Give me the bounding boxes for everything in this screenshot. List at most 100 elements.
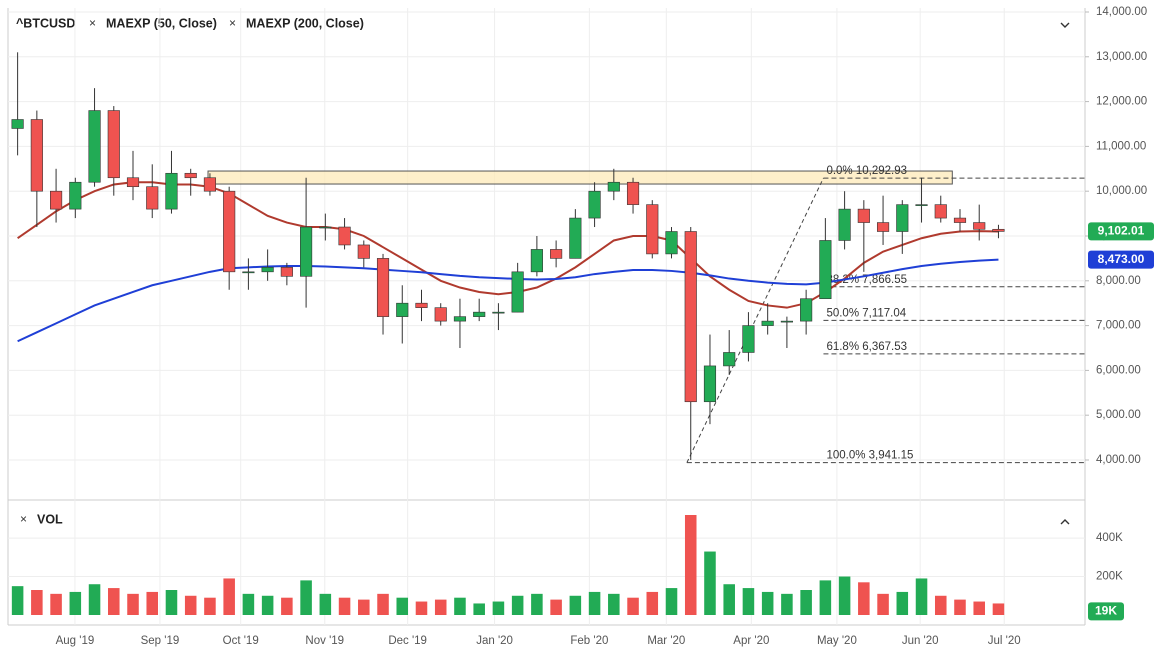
- candle-body: [280, 267, 293, 277]
- candle-body: [203, 177, 217, 192]
- volume-bar: [588, 591, 601, 615]
- y-tick-label: 13,000.00: [1096, 51, 1147, 63]
- volume-bar: [723, 584, 735, 615]
- price-label-bg: [1088, 250, 1154, 269]
- volume-bar: [281, 597, 293, 615]
- candle-body: [934, 204, 947, 219]
- x-tick-label: Oct '19: [223, 635, 259, 647]
- candle-body: [126, 177, 140, 188]
- candle-body: [800, 298, 813, 322]
- volume-bar: [242, 593, 255, 615]
- volume-bar: [396, 597, 409, 615]
- volume-bar: [50, 593, 62, 615]
- volume-bar: [127, 593, 139, 615]
- volume-title: VOL: [37, 512, 63, 526]
- candle-body: [646, 204, 659, 255]
- candle-body: [184, 172, 197, 179]
- volume-bar: [646, 591, 659, 615]
- volume-bar: [858, 582, 870, 615]
- volume-bar: [627, 597, 639, 615]
- candle-body: [338, 226, 351, 246]
- volume-bar: [184, 595, 197, 615]
- ma-line: [17, 258, 999, 343]
- remove-icon[interactable]: ×: [20, 512, 27, 526]
- y-tick-label: 400K: [1096, 532, 1123, 544]
- price-label: 8,473.00: [1098, 252, 1145, 266]
- volume-label-bg: [1088, 602, 1124, 621]
- candle-body: [588, 190, 601, 219]
- candle-body: [223, 190, 236, 273]
- x-tick-label: Jun '20: [902, 635, 939, 647]
- candle-body: [896, 204, 909, 232]
- fib-label: 0.0% 10,292.93: [826, 165, 907, 177]
- candle-body: [396, 302, 409, 317]
- x-tick-label: Feb '20: [570, 635, 608, 647]
- candle-body: [300, 226, 313, 277]
- candle-body: [50, 190, 63, 210]
- candle-body: [838, 208, 851, 241]
- candle-body: [11, 119, 24, 129]
- volume-bar: [204, 597, 216, 615]
- candle-body: [376, 258, 390, 317]
- volume-bar: [69, 591, 82, 615]
- volume-bar: [146, 591, 159, 615]
- fib-label: 50.0% 7,117.04: [826, 307, 906, 319]
- candle-body: [915, 204, 928, 206]
- candle-body: [511, 271, 524, 313]
- candle-body: [88, 110, 101, 183]
- candle-body: [146, 186, 159, 210]
- candle-body: [434, 307, 447, 322]
- volume-bar: [838, 576, 851, 615]
- y-tick-label: 14,000.00: [1096, 6, 1147, 18]
- collapse-button[interactable]: [1060, 519, 1070, 525]
- volume-bar: [781, 593, 793, 615]
- candle-body: [761, 320, 774, 326]
- remove-icon[interactable]: ×: [229, 16, 236, 30]
- candle-body: [973, 222, 986, 230]
- volume-bar: [88, 584, 101, 615]
- symbol: ^BTCUSD: [16, 16, 75, 30]
- volume-bar: [973, 601, 985, 615]
- volume-bar: [761, 591, 774, 615]
- volume-bar: [742, 588, 755, 615]
- collapse-button[interactable]: [1060, 22, 1070, 28]
- volume-bar: [954, 599, 966, 615]
- volume-bar: [800, 590, 812, 615]
- y-tick-label: 5,000.00: [1096, 409, 1141, 421]
- legend-entry: MAEXP (200, Close): [246, 16, 364, 30]
- candle-body: [165, 172, 178, 210]
- volume-bar: [377, 593, 389, 615]
- candle-body: [626, 181, 640, 205]
- y-tick-label: 7,000.00: [1096, 320, 1141, 332]
- volume-bar: [319, 593, 332, 615]
- volume-bar: [934, 595, 947, 615]
- volume-bar: [511, 595, 524, 615]
- volume-bar: [358, 599, 370, 615]
- remove-icon[interactable]: ×: [89, 16, 96, 30]
- fib-label: 100.0% 3,941.15: [826, 450, 913, 462]
- candle-body: [69, 181, 82, 210]
- candle-body: [473, 311, 486, 317]
- candle-body: [684, 231, 697, 403]
- volume-bar: [550, 599, 562, 615]
- y-tick-label: 11,000.00: [1096, 140, 1146, 152]
- volume-bar: [896, 591, 909, 615]
- candle-body: [569, 217, 582, 259]
- volume-bar: [492, 601, 505, 615]
- candle-body: [261, 267, 274, 273]
- price-label: 9,102.01: [1098, 224, 1145, 238]
- candle-body: [723, 352, 736, 367]
- x-tick-label: Sep '19: [141, 635, 180, 647]
- candle-body: [453, 316, 467, 322]
- volume-bar: [434, 599, 447, 615]
- candle-body: [857, 208, 870, 223]
- volume-bar: [684, 515, 697, 615]
- volume-bar: [992, 603, 1005, 615]
- volume-bar: [108, 588, 120, 615]
- candle-body: [665, 231, 678, 255]
- volume-bar: [608, 593, 620, 615]
- candle-body: [550, 249, 563, 259]
- x-tick-label: Nov '19: [305, 635, 344, 647]
- volume-bar: [31, 590, 43, 615]
